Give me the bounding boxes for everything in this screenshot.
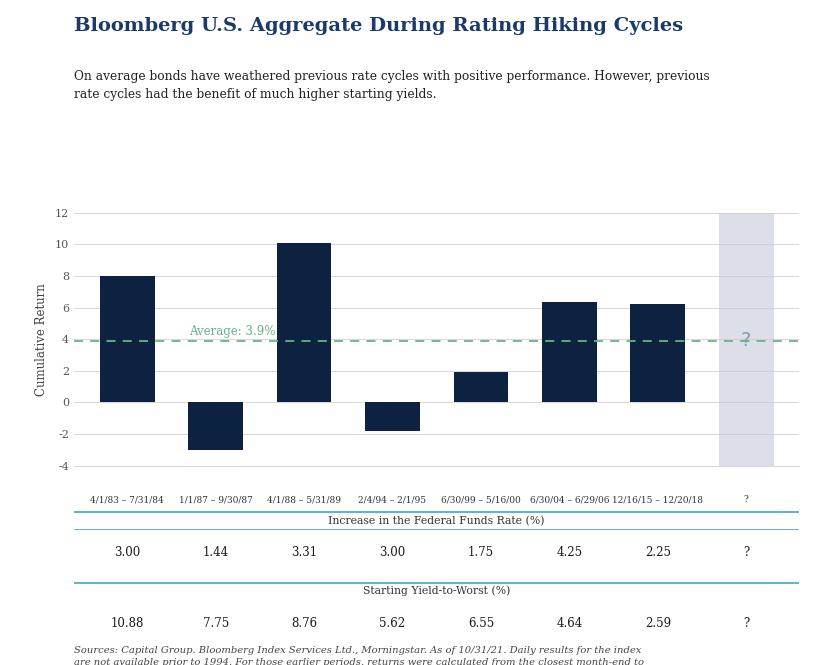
Text: 4/1/88 – 5/31/89: 4/1/88 – 5/31/89 [267, 495, 341, 505]
Text: 5.62: 5.62 [379, 616, 405, 630]
Text: ?: ? [741, 331, 751, 350]
Text: 1.75: 1.75 [468, 546, 494, 559]
Text: 1/1/87 – 9/30/87: 1/1/87 – 9/30/87 [179, 495, 253, 505]
Text: 3.31: 3.31 [291, 546, 317, 559]
Text: 12/16/15 – 12/20/18: 12/16/15 – 12/20/18 [612, 495, 704, 505]
Text: 4/1/83 – 7/31/84: 4/1/83 – 7/31/84 [91, 495, 164, 505]
Text: Sources: Capital Group. Bloomberg Index Services Ltd., Morningstar. As of 10/31/: Sources: Capital Group. Bloomberg Index … [74, 646, 644, 665]
Text: 3.00: 3.00 [379, 546, 405, 559]
Bar [542, 302, 597, 402]
Text: On average bonds have weathered previous rate cycles with positive performance. : On average bonds have weathered previous… [74, 70, 710, 101]
Y-axis label: Cumulative Return: Cumulative Return [35, 283, 48, 396]
Text: 2.25: 2.25 [645, 546, 671, 559]
Text: 8.76: 8.76 [291, 616, 317, 630]
Bar [453, 372, 508, 402]
Text: 4.25: 4.25 [556, 546, 583, 559]
Bar [100, 276, 155, 402]
Bar [719, 213, 774, 466]
Text: 6/30/99 – 5/16/00: 6/30/99 – 5/16/00 [441, 495, 521, 505]
Text: 4.64: 4.64 [556, 616, 583, 630]
Bar [188, 402, 243, 450]
Text: Increase in the Federal Funds Rate (%): Increase in the Federal Funds Rate (%) [329, 515, 545, 526]
Text: 3.00: 3.00 [114, 546, 140, 559]
Text: ?: ? [743, 616, 749, 630]
Text: Average: 3.9%: Average: 3.9% [190, 325, 275, 338]
Text: 1.44: 1.44 [203, 546, 229, 559]
Text: Bloomberg U.S. Aggregate During Rating Hiking Cycles: Bloomberg U.S. Aggregate During Rating H… [74, 17, 683, 35]
Text: 2.59: 2.59 [644, 616, 671, 630]
Text: 7.75: 7.75 [203, 616, 229, 630]
Bar [630, 304, 686, 402]
Text: Starting Yield-to-Worst (%): Starting Yield-to-Worst (%) [363, 586, 510, 597]
Text: 2/4/94 – 2/1/95: 2/4/94 – 2/1/95 [358, 495, 427, 505]
Text: 10.88: 10.88 [110, 616, 144, 630]
Bar [277, 243, 331, 402]
Text: 6.55: 6.55 [468, 616, 494, 630]
Text: ?: ? [743, 546, 749, 559]
Text: ?: ? [744, 495, 748, 505]
Bar [365, 402, 420, 431]
Text: 6/30/04 – 6/29/06: 6/30/04 – 6/29/06 [530, 495, 609, 505]
